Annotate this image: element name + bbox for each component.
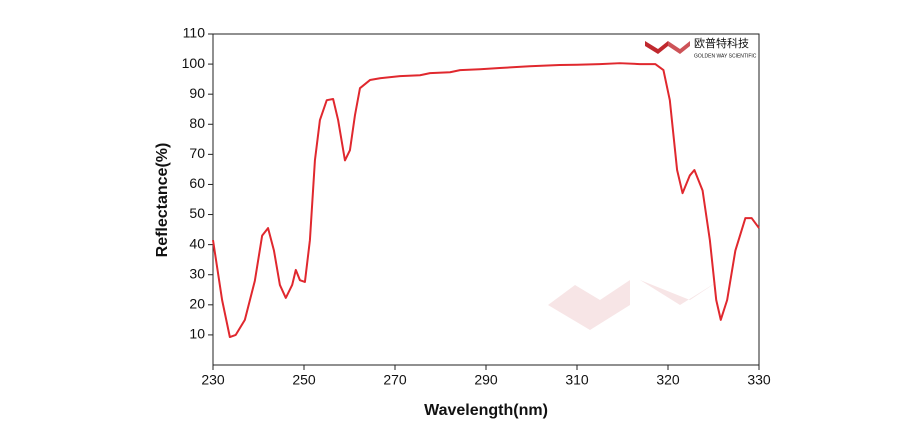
- plot-frame: [212, 33, 760, 366]
- x-axis-title: Wavelength(nm): [424, 402, 548, 419]
- y-tick-label: 10: [189, 326, 205, 342]
- data-line: [212, 62, 760, 339]
- y-tick-label: 80: [189, 115, 205, 131]
- x-tick-label: 330: [747, 372, 771, 388]
- watermark: [548, 280, 720, 330]
- y-tick-label: 50: [189, 205, 205, 221]
- y-tick-label: 90: [189, 85, 205, 101]
- y-tick-label: 100: [182, 55, 206, 71]
- x-tick-label: 270: [383, 372, 407, 388]
- logo-subtitle: GOLDEN WAY SCIENTIFIC: [694, 53, 757, 59]
- y-tick-label: 60: [189, 175, 205, 191]
- y-tick-label: 20: [189, 296, 205, 312]
- x-tick-label: 230: [201, 372, 225, 388]
- y-axis-title: Reflectance(%): [154, 143, 171, 258]
- logo-name: 欧普特科技: [694, 36, 749, 50]
- y-tick-label: 30: [189, 265, 205, 281]
- x-tick-label: 290: [474, 372, 498, 388]
- x-tick-label: 310: [565, 372, 589, 388]
- x-tick-label: 320: [656, 372, 680, 388]
- y-tick-label: 70: [189, 145, 205, 161]
- y-tick-label: 110: [183, 25, 206, 41]
- x-tick-label: 250: [292, 372, 316, 388]
- y-tick-label: 40: [189, 235, 205, 251]
- logo-mark: [645, 41, 690, 54]
